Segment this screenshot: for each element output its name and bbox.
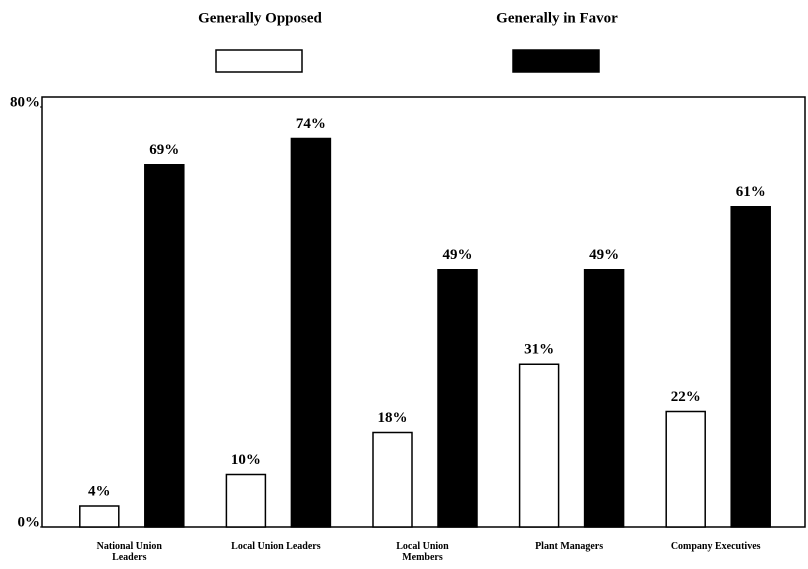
- value-label: 10%: [231, 452, 261, 468]
- bar: [225, 473, 267, 528]
- value-label: 49%: [443, 247, 473, 263]
- bar: [518, 363, 560, 528]
- bar: [79, 505, 120, 528]
- bar: [730, 206, 771, 528]
- value-label: 61%: [736, 184, 766, 200]
- value-label: 69%: [149, 142, 179, 158]
- bar: [372, 431, 413, 528]
- value-label: 22%: [671, 389, 701, 405]
- value-label: 18%: [378, 410, 408, 426]
- x-tick-label: Plant Managers: [535, 541, 604, 552]
- x-tick-label: Local Union Leaders: [231, 541, 321, 552]
- bar: [144, 164, 185, 528]
- y-tick-label: 0%: [18, 514, 41, 530]
- bar: [290, 137, 332, 528]
- bar: [665, 410, 706, 528]
- value-label: 31%: [524, 342, 554, 358]
- legend-swatch: [215, 49, 303, 73]
- y-tick-label: 80%: [10, 94, 40, 110]
- x-tick-label: Local Union Members: [396, 541, 449, 563]
- bar: [583, 269, 625, 528]
- plot-frame: [41, 96, 806, 528]
- x-tick-label: National Union Leaders: [96, 541, 162, 563]
- bar: [437, 269, 478, 528]
- value-label: 4%: [88, 483, 111, 499]
- value-label: 49%: [589, 247, 619, 263]
- legend-label: Generally in Favor: [496, 10, 618, 26]
- value-label: 74%: [296, 116, 326, 132]
- x-tick-label: Company Executives: [670, 541, 761, 552]
- legend-label: Generally Opposed: [198, 10, 322, 26]
- legend-swatch: [512, 49, 600, 73]
